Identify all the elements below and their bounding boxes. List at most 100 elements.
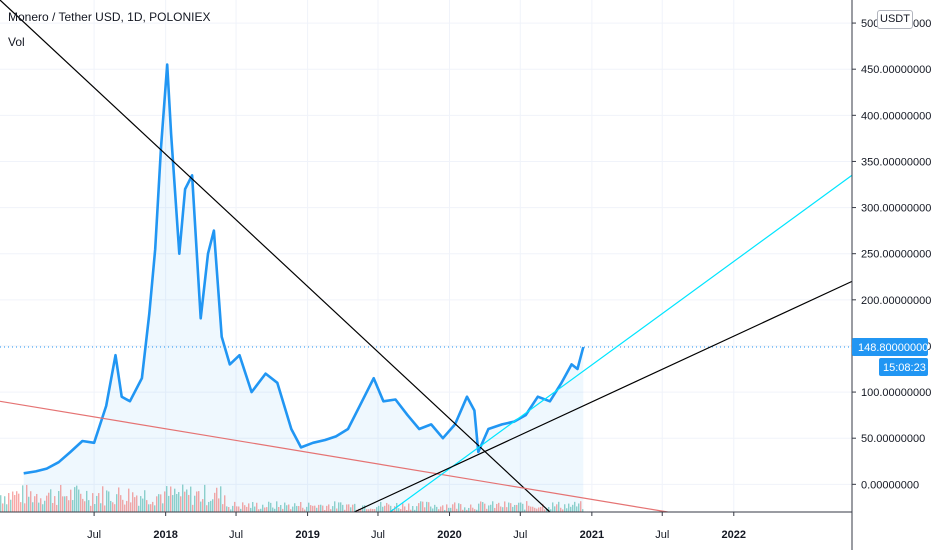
volume-bar [454, 502, 456, 512]
volume-bar [502, 507, 504, 512]
volume-bar [288, 504, 290, 512]
volume-bar [208, 501, 210, 512]
volume-bar [66, 496, 68, 512]
volume-bar [36, 493, 38, 512]
volume-bar [360, 509, 362, 512]
volume-bar [168, 495, 170, 512]
volume-bar [80, 493, 82, 512]
volume-bar [126, 500, 128, 512]
volume-bar [140, 496, 142, 512]
volume-bar [430, 506, 432, 512]
countdown-value: 15:08:23 [883, 362, 926, 374]
volume-bar [186, 489, 188, 512]
volume-bar [488, 505, 490, 512]
volume-bar [566, 508, 568, 512]
countdown-badge [879, 358, 928, 377]
volume-bar [324, 509, 326, 512]
y-tick-label: 100.00000000 [861, 387, 931, 399]
volume-bar [108, 491, 110, 512]
volume-bar [18, 493, 20, 512]
volume-bar [310, 505, 312, 512]
volume-bar [116, 494, 118, 512]
volume-bar [380, 501, 382, 512]
volume-bar [412, 506, 414, 512]
volume-bar [546, 509, 548, 512]
volume-bar [240, 508, 242, 512]
volume-bar [326, 505, 328, 512]
volume-bar [480, 501, 482, 512]
volume-bar [522, 503, 524, 512]
volume-bar [276, 501, 278, 512]
volume-bar [298, 506, 300, 512]
currency-button[interactable]: USDT [877, 10, 913, 29]
volume-bar [194, 495, 196, 512]
volume-bar [318, 504, 320, 512]
price-area [23, 64, 584, 512]
volume-bar [562, 509, 564, 512]
volume-bar [560, 507, 562, 512]
y-tick-label: 400.00000000 [861, 110, 931, 122]
volume-bar [540, 506, 542, 512]
volume-bar [362, 505, 364, 512]
volume-bar [112, 502, 114, 512]
volume-bar [350, 507, 352, 512]
volume-bar [100, 503, 102, 512]
volume-bar [178, 492, 180, 512]
volume-bar [548, 507, 550, 512]
volume-bar [406, 509, 408, 512]
volume-bar [578, 503, 580, 512]
volume-bar [254, 506, 256, 512]
volume-bar [182, 484, 184, 512]
volume-bar [516, 504, 518, 512]
volume-bar [130, 502, 132, 512]
volume-bar [510, 503, 512, 512]
volume-bar [302, 507, 304, 512]
volume-bar [232, 505, 234, 512]
volume-bar [532, 506, 534, 512]
volume-bar [250, 507, 252, 512]
time-axis-panel [0, 512, 852, 550]
volume-bar [438, 509, 440, 512]
volume-bar [354, 503, 356, 512]
volume-bar [462, 509, 464, 512]
y-tick-label: 350.00000000 [861, 156, 931, 168]
volume-bar [382, 506, 384, 512]
price-line [23, 63, 585, 475]
volume-bar [184, 491, 186, 512]
volume-bar [260, 508, 262, 512]
volume-bar [50, 489, 52, 512]
volume-bar [244, 505, 246, 512]
volume-bar [146, 500, 148, 512]
last-price-value: 148.80000000 [858, 342, 928, 354]
volume-label: Vol [8, 35, 25, 49]
volume-bar [498, 502, 500, 512]
volume-bar [278, 506, 280, 512]
volume-bar [332, 506, 334, 512]
volume-bar [342, 504, 344, 512]
volume-bar [374, 509, 376, 512]
volume-bar [164, 491, 166, 512]
volume-bar [258, 509, 260, 512]
volume-bar [268, 501, 270, 512]
volume-bar [10, 499, 12, 512]
volume-bar [424, 507, 426, 512]
volume-bar [496, 503, 498, 512]
volume-bar [16, 491, 18, 512]
x-tick-label: 2018 [153, 529, 177, 541]
volume-bar [96, 495, 98, 512]
volume-bar [518, 502, 520, 512]
x-tick-label: 2019 [295, 529, 319, 541]
volume-bar [486, 508, 488, 512]
volume-bar [314, 505, 316, 512]
volume-bar [30, 491, 32, 512]
volume-bar [398, 508, 400, 512]
volume-bar [26, 484, 28, 512]
volume-bar [256, 502, 258, 512]
volume-bar [52, 503, 54, 512]
volume-bar [48, 492, 50, 512]
volume-bar [472, 507, 474, 512]
volume-bar [262, 504, 264, 512]
volume-bar [580, 501, 582, 512]
